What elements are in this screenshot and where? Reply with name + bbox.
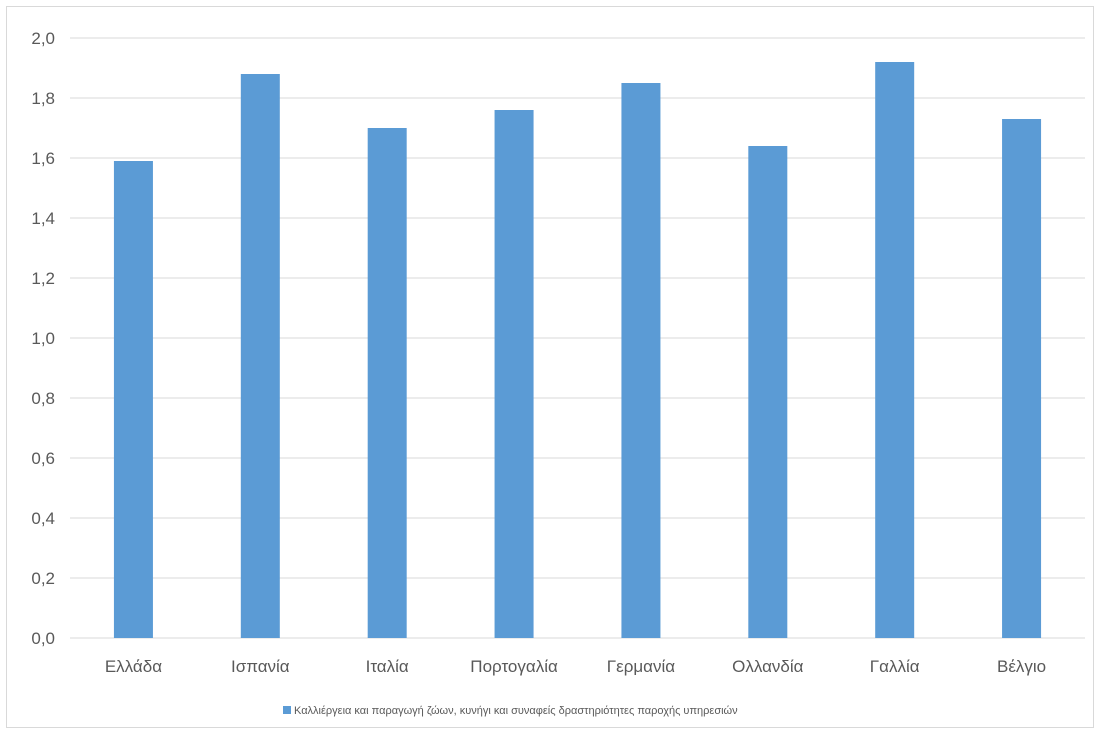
gridlines [70, 37, 1085, 639]
legend-swatch [283, 706, 291, 714]
x-axis: Ελλάδα Ισπανία Ιταλία Πορτογαλία Γερμανία Ολλ… [105, 657, 1046, 676]
y-axis: 0,0 0,2 0,4 0,6 0,8 1,0 1,2 1,4 1,6 1,8 2,0 [31, 29, 55, 648]
y-tick-label: 0,8 [31, 389, 55, 408]
bar [621, 83, 661, 638]
x-tick-label: Ελλάδα [105, 657, 162, 676]
x-tick-label: Βέλγιο [997, 657, 1046, 676]
bars [113, 62, 1042, 638]
bar [748, 146, 788, 638]
bar [1002, 119, 1042, 638]
x-tick-label: Γερμανία [607, 657, 676, 676]
y-tick-label: 1,0 [31, 329, 55, 348]
y-tick-label: 0,4 [31, 509, 55, 528]
x-tick-label: Ισπανία [231, 657, 290, 676]
y-tick-label: 1,4 [31, 209, 55, 228]
bar [875, 62, 915, 638]
y-tick-label: 1,8 [31, 89, 55, 108]
y-tick-label: 2,0 [31, 29, 55, 48]
x-tick-label: Γαλλία [870, 657, 920, 676]
y-tick-label: 0,6 [31, 449, 55, 468]
bar [367, 128, 407, 638]
bar [240, 74, 280, 638]
y-tick-label: 1,2 [31, 269, 55, 288]
x-tick-label: Ιταλία [366, 657, 409, 676]
y-tick-label: 1,6 [31, 149, 55, 168]
bar [113, 161, 153, 638]
legend: Καλλιέργεια και παραγωγή ζώων, κυνήγι κα… [283, 705, 738, 717]
legend-label: Καλλιέργεια και παραγωγή ζώων, κυνήγι κα… [294, 705, 738, 717]
x-tick-label: Ολλανδία [732, 657, 804, 676]
y-tick-label: 0,0 [31, 629, 55, 648]
x-tick-label: Πορτογαλία [470, 657, 558, 676]
bar [494, 110, 534, 638]
y-tick-label: 0,2 [31, 569, 55, 588]
